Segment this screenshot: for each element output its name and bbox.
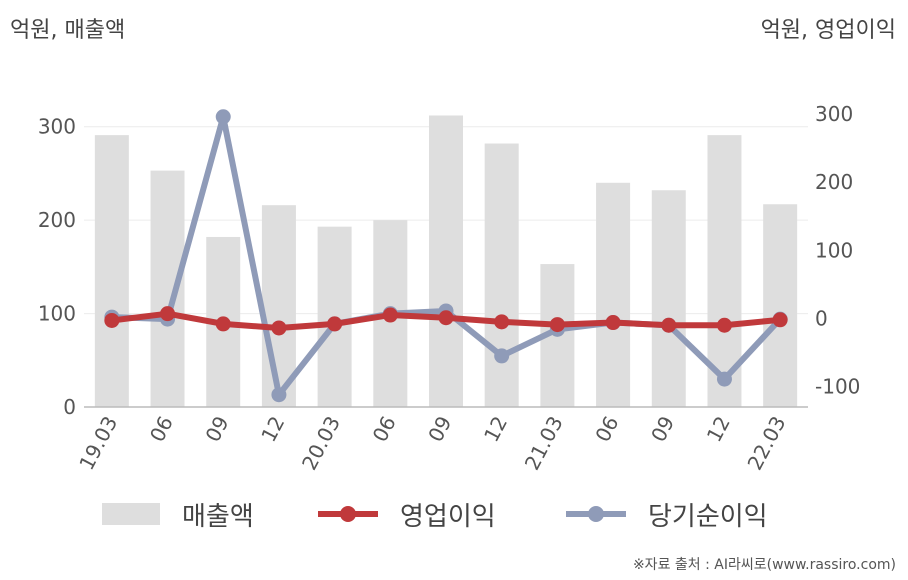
net-income-point xyxy=(271,387,287,403)
operating-profit-point xyxy=(382,307,398,323)
operating-profit-point xyxy=(661,317,677,333)
legend-swatch-net-income xyxy=(566,503,626,525)
legend-label-net-income: 당기순이익 xyxy=(648,501,768,532)
data-source: ※자료 출처 : AI라씨로(www.rassiro.com) xyxy=(632,557,896,573)
legend-label-revenue: 매출액 xyxy=(182,501,254,532)
revenue-bar xyxy=(261,205,296,407)
left-tick-label: 300 xyxy=(38,115,76,139)
revenue-bar xyxy=(707,135,742,407)
operating-profit-point xyxy=(438,310,454,326)
right-tick-label: 100 xyxy=(815,238,853,262)
operating-profit-point xyxy=(605,315,621,331)
operating-profit-point xyxy=(327,316,343,332)
legend-item-operating-profit: 영업이익 xyxy=(318,494,496,534)
legend-swatch-operating-profit xyxy=(318,503,378,525)
x-tick-label: 12 xyxy=(702,412,735,446)
revenue-bar xyxy=(763,204,798,407)
x-tick-label: 22.03 xyxy=(742,412,790,474)
x-tick-label: 06 xyxy=(145,412,178,446)
revenue-bar xyxy=(150,170,185,407)
revenue-bar xyxy=(484,143,519,407)
operating-profit-point xyxy=(716,317,732,333)
x-tick-label: 12 xyxy=(256,412,289,446)
left-tick-label: 0 xyxy=(63,395,76,419)
revenue-bar xyxy=(596,182,631,407)
operating-profit-point xyxy=(215,316,231,332)
revenue-bar xyxy=(429,115,463,407)
chart-legend: 매출액 영업이익 당기순이익 xyxy=(0,494,908,534)
operating-profit-point xyxy=(549,317,565,333)
x-tick-label: 20.03 xyxy=(297,412,345,474)
legend-item-revenue: 매출액 xyxy=(102,494,254,534)
right-tick-label: -100 xyxy=(815,375,860,399)
net-income-point xyxy=(716,371,732,387)
net-income-point xyxy=(494,348,510,364)
x-tick-label: 09 xyxy=(201,412,234,446)
operating-profit-point xyxy=(271,320,287,336)
legend-item-net-income: 당기순이익 xyxy=(566,494,768,534)
x-tick-label: 21.03 xyxy=(520,412,568,474)
x-tick-label: 06 xyxy=(368,412,401,446)
right-tick-label: 200 xyxy=(815,170,853,194)
x-tick-label: 09 xyxy=(646,412,679,446)
left-tick-label: 100 xyxy=(38,302,76,326)
right-tick-label: 0 xyxy=(815,306,828,330)
operating-profit-point xyxy=(772,312,788,328)
x-tick-label: 19.03 xyxy=(74,412,122,474)
net-income-point xyxy=(215,109,231,125)
revenue-bar xyxy=(94,135,129,407)
operating-profit-point xyxy=(494,314,510,330)
left-axis-unit: 억원, 매출액 xyxy=(10,18,126,43)
x-tick-label: 09 xyxy=(423,412,456,446)
legend-label-operating-profit: 영업이익 xyxy=(400,501,496,532)
x-tick-label: 12 xyxy=(479,412,512,446)
right-tick-label: 300 xyxy=(815,102,853,126)
left-tick-label: 200 xyxy=(38,208,76,232)
operating-profit-point xyxy=(160,306,176,322)
revenue-bar xyxy=(651,190,686,407)
operating-profit-point xyxy=(104,312,120,328)
legend-swatch-revenue xyxy=(102,503,160,525)
x-tick-label: 06 xyxy=(590,412,623,446)
right-axis-unit: 억원, 영업이익 xyxy=(760,18,896,43)
